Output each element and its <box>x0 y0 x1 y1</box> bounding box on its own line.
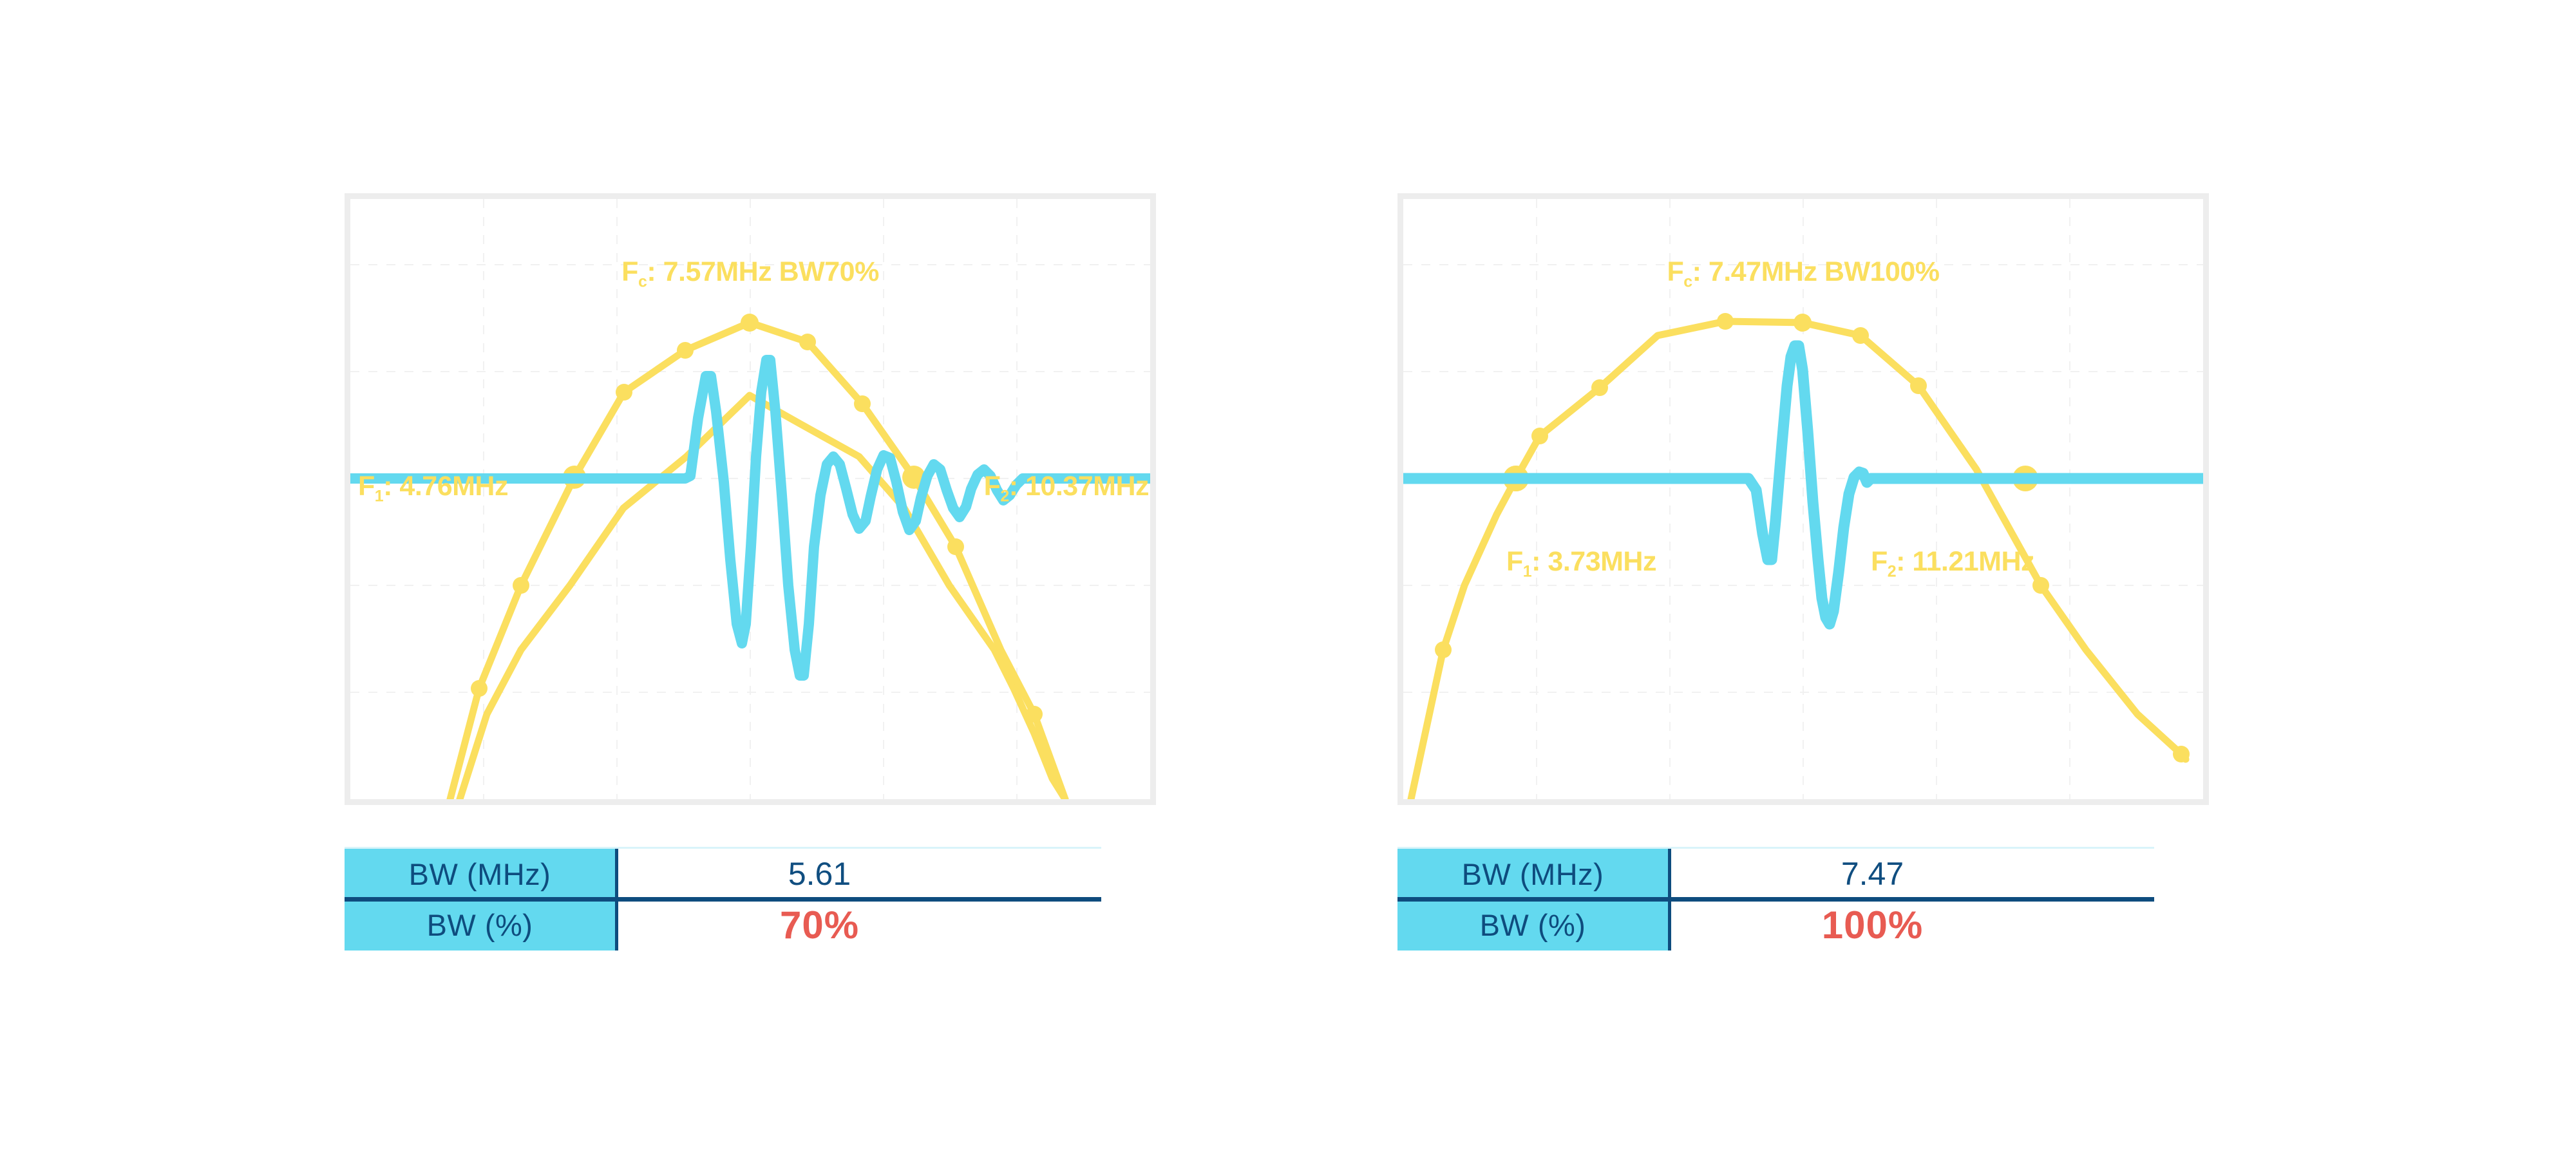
f1-value: : 3.73MHz <box>1531 546 1656 577</box>
table-value-cell: 70% <box>779 903 860 947</box>
table-value-cell: 7.47 <box>1841 856 1904 892</box>
panel-left: Fc: 7.57MHz BW70% F1: 4.76MHz F2: 10.37M… <box>345 193 1156 951</box>
f1-symbol: F <box>358 471 375 502</box>
spectrum-curve-left <box>456 392 1069 799</box>
fc-symbol: F <box>1667 256 1684 287</box>
table-middle-rule <box>345 897 1101 902</box>
annotation-f2-left: F2: 10.37MHz <box>983 471 1150 506</box>
f2-subscript: 2 <box>1887 562 1897 581</box>
table-row: BW (%) 70% <box>345 899 1156 951</box>
plot-area-right <box>1403 199 2203 799</box>
table-middle-rule <box>1397 897 2154 902</box>
fc-symbol: F <box>621 256 638 287</box>
pulse-waveform-right <box>1403 340 2203 630</box>
plot-area-left <box>350 199 1150 799</box>
spectrum-markers-right <box>1435 313 2190 762</box>
f2-symbol: F <box>983 471 1001 502</box>
annotation-fc-right: Fc: 7.47MHz BW100% <box>1667 256 1940 291</box>
table-header-cell: BW (MHz) <box>1397 849 1671 899</box>
fc-value: : 7.57MHz BW70% <box>647 256 879 287</box>
plot-frame-left: Fc: 7.57MHz BW70% F1: 4.76MHz F2: 10.37M… <box>345 193 1156 805</box>
f1-value: : 4.76MHz <box>383 471 508 502</box>
fc-value: : 7.47MHz BW100% <box>1692 256 1940 287</box>
table-header-cell: BW (%) <box>1397 899 1671 951</box>
spectrum-curve-right <box>1407 317 2190 799</box>
table-row: BW (%) 100% <box>1397 899 2209 951</box>
fc-subscript: c <box>1683 272 1692 291</box>
table-value-cell: 5.61 <box>788 856 851 892</box>
table-value-cell: 100% <box>1821 903 1924 947</box>
fc-subscript: c <box>638 272 647 291</box>
annotation-f1-left: F1: 4.76MHz <box>358 473 508 504</box>
f1-subscript: 1 <box>1522 562 1532 581</box>
plot-svg-left <box>350 199 1150 799</box>
bw-table-left: BW (MHz) 5.61 BW (%) 70% <box>345 847 1156 951</box>
f2-subscript: 2 <box>1000 487 1009 506</box>
f2-value: : 10.37MHz <box>1009 471 1150 502</box>
plot-frame-right: Fc: 7.47MHz BW100% F1: 3.73MHz F2: 11.21… <box>1397 193 2209 805</box>
table-row: BW (MHz) 5.61 <box>345 849 1156 899</box>
annotation-f2-right: F2: 11.21MHz <box>1871 546 2035 581</box>
plot-svg-right <box>1403 199 2203 799</box>
table-top-rule <box>345 847 1101 849</box>
f2-symbol: F <box>1871 546 1888 577</box>
panel-right: Fc: 7.47MHz BW100% F1: 3.73MHz F2: 11.21… <box>1397 193 2209 951</box>
table-header-cell: BW (MHz) <box>345 849 618 899</box>
table-header-cell: BW (%) <box>345 899 618 951</box>
annotation-fc-left: Fc: 7.57MHz BW70% <box>621 258 879 290</box>
f1-subscript: 1 <box>374 487 384 506</box>
pulse-waveform-left <box>350 355 1150 681</box>
table-top-rule <box>1397 847 2154 849</box>
spectrum-curve-left-main <box>446 319 1069 799</box>
table-row: BW (MHz) 7.47 <box>1397 849 2209 899</box>
f2-value: : 11.21MHz <box>1896 546 2035 577</box>
f1-symbol: F <box>1506 546 1523 577</box>
annotation-f1-right: F1: 3.73MHz <box>1506 548 1656 580</box>
bw-table-right: BW (MHz) 7.47 BW (%) 100% <box>1397 847 2209 951</box>
